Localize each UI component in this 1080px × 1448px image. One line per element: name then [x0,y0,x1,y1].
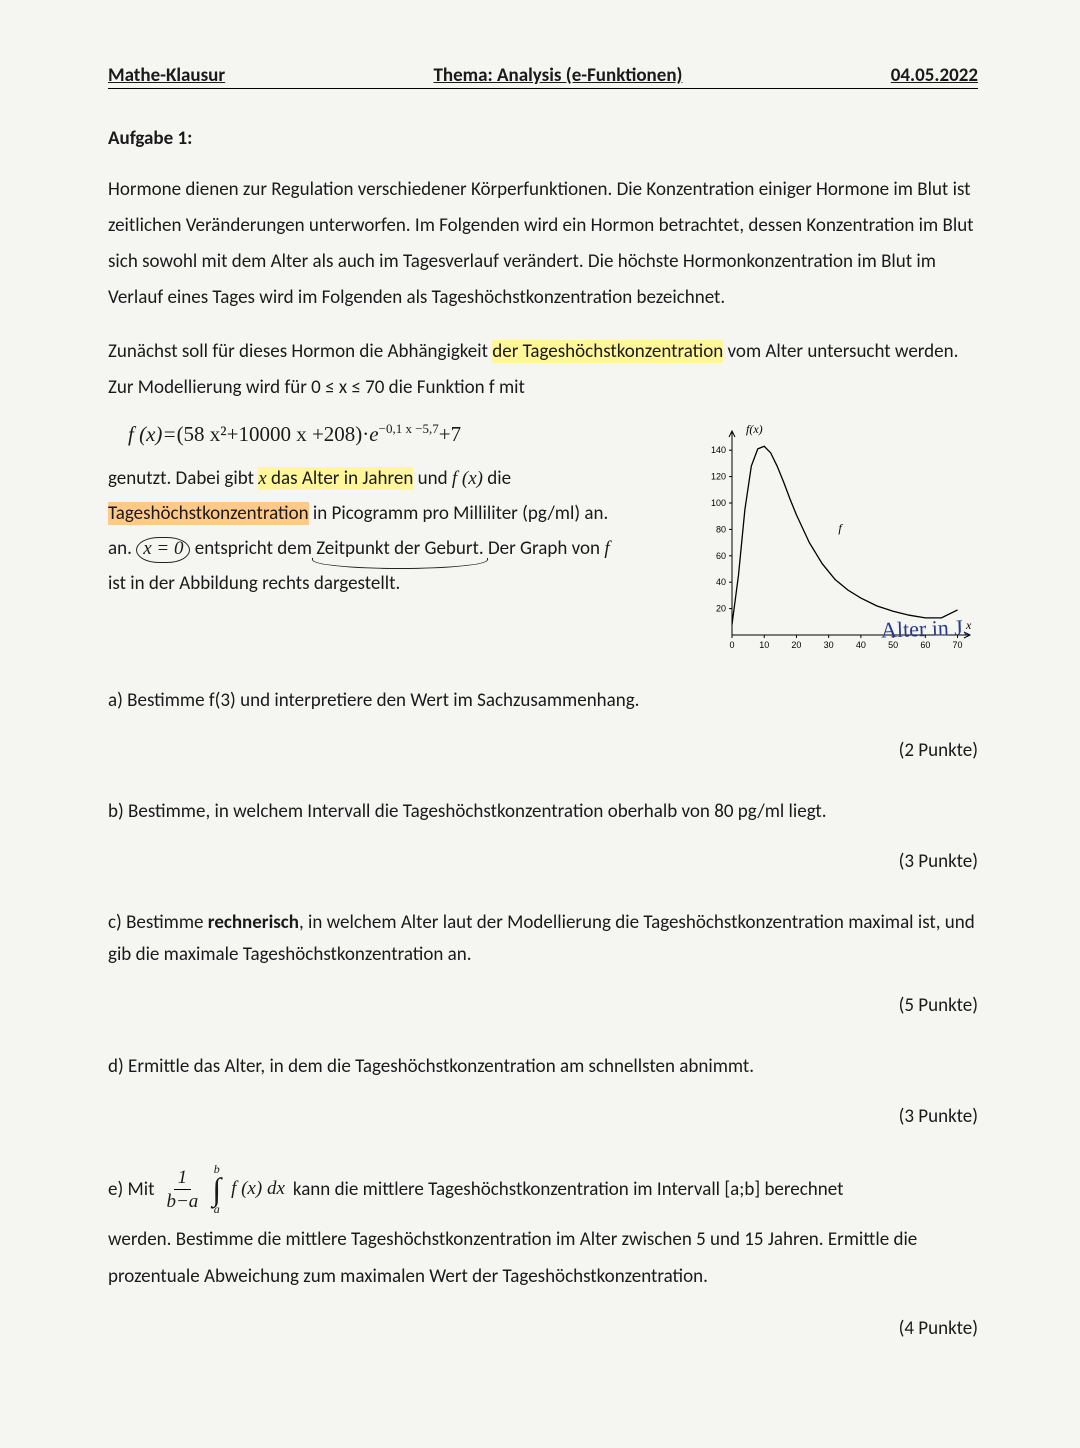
subtask-b: b) Bestimme, in welchem Intervall die Ta… [108,796,978,828]
points-c: (5 Punkte) [108,994,978,1017]
desc-t2: und [413,467,452,490]
integrand: f (x) dx [231,1178,285,1200]
function-description: genutzt. Dabei gibt x das Alter in Jahre… [108,461,686,602]
handwritten-note: Alter in J. [880,614,968,643]
formula-poly: (58 x²+10000 x +208)· [177,422,370,446]
points-a: (2 Punkte) [108,739,978,762]
svg-text:120: 120 [711,471,726,481]
sub-e-tail: kann die mittlere Tageshöchstkonzentrati… [293,1178,844,1201]
svg-text:30: 30 [824,640,834,650]
sub-e-lead: e) Mit [108,1178,154,1201]
frac-den: b−a [162,1190,202,1211]
intro-paragraph-1: Hormone dienen zur Regulation verschiede… [108,172,978,316]
task-title: Aufgabe 1: [108,127,978,150]
svg-text:f: f [838,521,843,535]
header-right: 04.05.2022 [891,64,978,87]
svg-text:10: 10 [759,640,769,650]
desc-t1: genutzt. Dabei gibt [108,467,258,490]
sub-c-pre: c) Bestimme [108,911,208,934]
svg-text:20: 20 [716,603,726,613]
function-formula: f (x)=(58 x²+10000 x +208)·e−0,1 x −5,7+… [128,421,686,447]
integral: b ∫ a [212,1164,221,1214]
desc-t7: ist in der Abbildung rechts dargestellt. [108,572,400,595]
para2-highlight: der Tageshöchstkonzentration [492,340,723,363]
header-left: Mathe-Klausur [108,64,225,87]
subtask-d: d) Ermittle das Alter, in dem die Tagesh… [108,1051,978,1083]
svg-text:100: 100 [711,498,726,508]
fraction: 1 b−a [162,1168,202,1211]
formula-tail: +7 [439,422,461,446]
svg-text:f(x): f(x) [746,422,763,436]
svg-text:40: 40 [856,640,866,650]
formula-and-chart-row: f (x)=(58 x²+10000 x +208)·e−0,1 x −5,7+… [108,417,978,659]
desc-t5: entspricht dem [190,537,316,560]
exam-header: Mathe-Klausur Thema: Analysis (e-Funktio… [108,64,978,89]
frac-num: 1 [174,1168,192,1190]
circled-x0: x = 0 [136,537,190,563]
desc-t4: in Picogramm pro Milliliter (pg/ml) an. [309,502,609,525]
points-d: (3 Punkte) [108,1105,978,1128]
integral-symbol: ∫ [212,1175,221,1204]
formula-exp: −0,1 x −5,7 [379,421,439,436]
points-b: (3 Punkte) [108,850,978,873]
subtask-e-formula-line: e) Mit 1 b−a b ∫ a f (x) dx kann die mit… [108,1164,978,1214]
subtask-e-text: werden. Bestimme die mittlere Tageshöchs… [108,1222,978,1294]
svg-text:60: 60 [716,550,726,560]
para2-pre: Zunächst soll für dieses Hormon die Abhä… [108,340,492,363]
desc-f: f [604,538,609,559]
desc-hl-x: x das Alter in Jahren [258,467,413,490]
underlined-zeitpunkt: Zeitpunkt der Geburt. [316,531,483,566]
header-center: Thema: Analysis (e-Funktionen) [433,64,682,87]
desc-hl-thk: Tageshöchstkonzentration [108,502,309,525]
svg-text:140: 140 [711,445,726,455]
desc-t3: die [483,467,511,490]
points-e: (4 Punkte) [108,1317,978,1340]
formula-e: e [369,422,378,446]
subtask-a: a) Bestimme f(3) und interpretiere den W… [108,685,978,717]
svg-text:20: 20 [791,640,801,650]
desc-t6: Der Graph von [484,537,605,560]
svg-text:70: 70 [953,640,963,650]
formula-lhs: f (x)= [128,422,177,446]
intro-paragraph-2: Zunächst soll für dieses Hormon die Abhä… [108,334,978,406]
svg-text:40: 40 [716,577,726,587]
subtask-c: c) Bestimme rechnerisch, in welchem Alte… [108,907,978,972]
svg-text:80: 80 [716,524,726,534]
svg-text:0: 0 [729,640,734,650]
sub-c-bold: rechnerisch [208,911,299,934]
int-lower: a [214,1204,220,1215]
desc-fx: f (x) [452,468,483,489]
